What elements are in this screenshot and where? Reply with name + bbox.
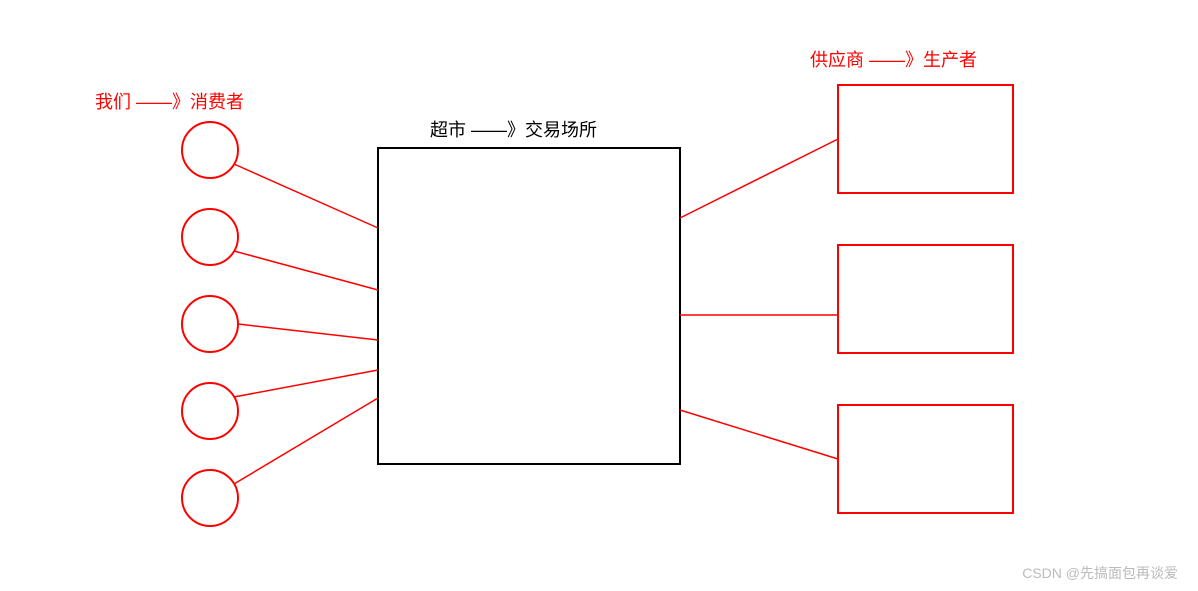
market-label: 超市 ——》交易场所 <box>430 116 597 142</box>
watermark-text: CSDN @先搞面包再谈爱 <box>1022 563 1178 583</box>
supplier-label: 供应商 ——》生产者 <box>810 46 977 72</box>
consumer-label: 我们 ——》消费者 <box>95 88 244 114</box>
